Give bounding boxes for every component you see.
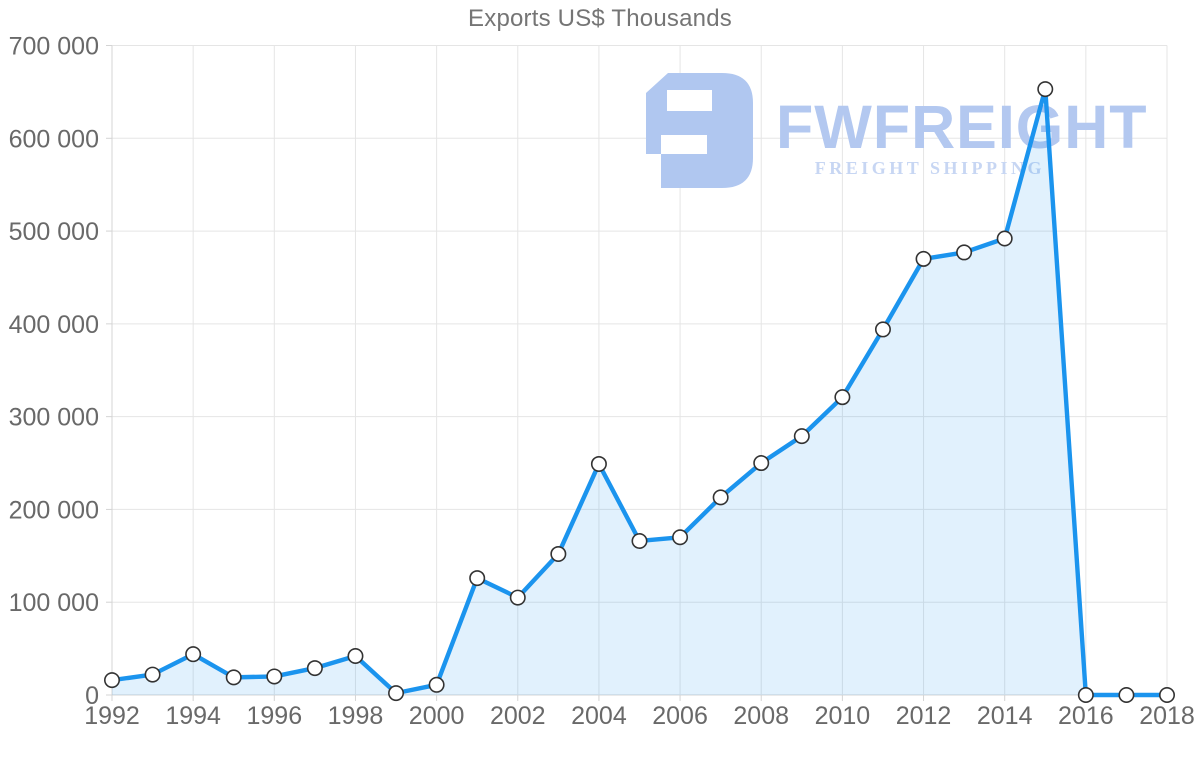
data-point-marker — [1077, 686, 1094, 703]
logo-slot-middle — [661, 135, 707, 154]
y-axis-label: 100 000 — [9, 589, 99, 617]
x-axis-label: 2016 — [1058, 702, 1114, 730]
y-axis-label: 700 000 — [9, 33, 99, 61]
y-axis-label: 500 000 — [9, 218, 99, 246]
watermark-tagline-text: FREIGHT SHIPPING — [815, 158, 1045, 178]
data-point-marker — [266, 668, 283, 685]
data-point-marker — [753, 455, 770, 472]
data-point-marker — [469, 570, 486, 587]
y-axis-label: 400 000 — [9, 311, 99, 339]
x-axis-label: 2000 — [409, 702, 465, 730]
data-point-marker — [225, 669, 242, 686]
watermark-brand-text: FWFREIGHT — [776, 93, 1148, 161]
chart-title: Exports US$ Thousands — [468, 5, 732, 32]
x-axis-label: 2004 — [571, 702, 627, 730]
data-point-marker — [996, 230, 1013, 247]
x-axis-label: 2018 — [1139, 702, 1195, 730]
x-axis-label: 2002 — [490, 702, 546, 730]
data-point-marker — [144, 666, 161, 683]
data-point-marker — [672, 529, 689, 546]
series-area — [112, 89, 1167, 696]
grid-layer: 0 100 000 200 000 300 000 400 000 500 000 600 … — [9, 33, 1195, 731]
data-point-marker — [1118, 686, 1135, 703]
x-axis-label: 1996 — [246, 702, 302, 730]
fwfreight-watermark: FWFREIGHT FREIGHT SHIPPING — [646, 73, 1148, 188]
data-point-marker — [306, 660, 323, 677]
data-point-marker — [1037, 81, 1054, 98]
logo-slot-top — [667, 90, 712, 111]
data-point-marker — [388, 685, 405, 702]
data-point-marker — [104, 672, 121, 689]
y-axis-label: 200 000 — [9, 496, 99, 524]
x-axis-label: 1992 — [84, 702, 140, 730]
y-axis-label: 600 000 — [9, 125, 99, 153]
data-point-marker — [793, 428, 810, 445]
x-axis-label: 1994 — [165, 702, 221, 730]
y-axis-label: 300 000 — [9, 404, 99, 432]
x-axis-label: 2006 — [652, 702, 708, 730]
x-axis-label: 2014 — [977, 702, 1033, 730]
x-axis-label: 1998 — [328, 702, 384, 730]
data-point-marker — [956, 244, 973, 261]
data-point-marker — [428, 676, 445, 693]
data-point-marker — [712, 489, 729, 506]
data-point-marker — [834, 389, 851, 406]
x-axis-label: 2012 — [896, 702, 952, 730]
data-point-marker — [590, 455, 607, 472]
data-point-marker — [1159, 686, 1176, 703]
data-point-marker — [550, 545, 567, 562]
x-axis-label: 2010 — [815, 702, 871, 730]
data-point-marker — [874, 321, 891, 338]
data-point-marker — [915, 250, 932, 267]
data-point-marker — [185, 646, 202, 663]
y-axis-label: 0 — [85, 682, 99, 710]
x-axis-label: 2008 — [733, 702, 789, 730]
series-layer — [104, 81, 1176, 703]
data-point-marker — [347, 648, 364, 665]
data-point-marker — [509, 589, 526, 606]
data-point-marker — [631, 532, 648, 549]
